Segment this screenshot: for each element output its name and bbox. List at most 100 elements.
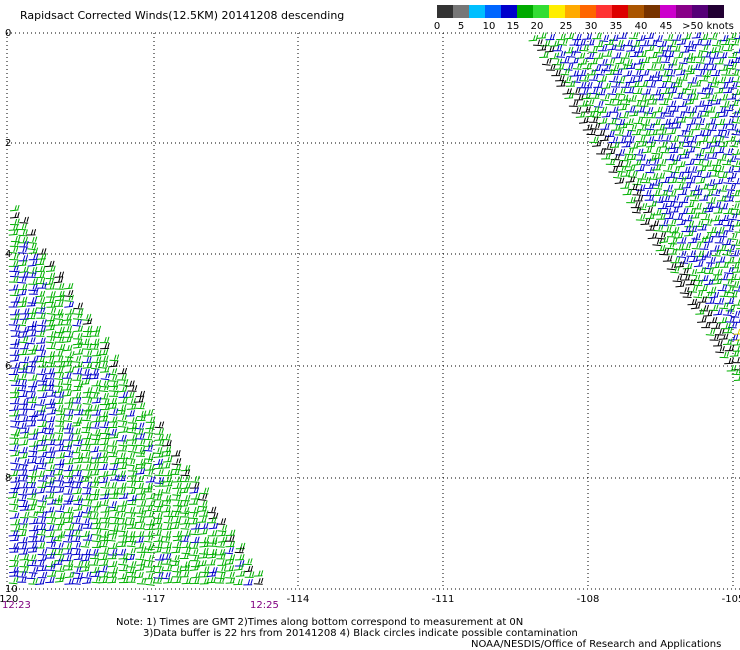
- wind-barb: [26, 229, 37, 236]
- wind-barb: [622, 70, 633, 77]
- wind-barb: [695, 69, 706, 77]
- wind-barb: [180, 522, 191, 530]
- wind-barb: [676, 38, 687, 46]
- wind-barb: [71, 548, 81, 556]
- wind-barb: [108, 384, 119, 392]
- wind-barb: [46, 560, 56, 568]
- wind-barb: [37, 571, 48, 579]
- wind-barb: [639, 69, 650, 77]
- wind-barb: [9, 397, 20, 405]
- wind-barb: [588, 57, 599, 65]
- wind-barb: [588, 46, 599, 54]
- wind-barb: [53, 380, 64, 387]
- wind-barb: [631, 159, 642, 166]
- wind-barb: [28, 546, 38, 553]
- wind-barb: [528, 34, 539, 42]
- wind-barb: [733, 328, 740, 335]
- wind-barb: [10, 457, 20, 465]
- wind-barb: [615, 118, 626, 126]
- wind-barb: [26, 366, 36, 374]
- wind-barb: [635, 213, 646, 221]
- wind-barb: [162, 542, 172, 549]
- wind-barb: [36, 337, 46, 344]
- wind-barb: [143, 546, 153, 554]
- wind-barb: [81, 313, 92, 321]
- wind-barb: [154, 500, 164, 508]
- wind-barb: [690, 302, 701, 310]
- wind-barb: [677, 188, 688, 196]
- wind-barb: [9, 498, 19, 506]
- wind-barb: [702, 250, 712, 258]
- wind-barb: [730, 310, 740, 318]
- wind-barb: [64, 571, 75, 579]
- wind-barb: [63, 488, 73, 495]
- wind-barb: [9, 512, 20, 519]
- wind-barb: [26, 554, 37, 562]
- wind-barb: [667, 87, 678, 94]
- wind-barb: [601, 153, 611, 160]
- wind-barb: [691, 153, 702, 161]
- wind-barb: [180, 510, 190, 518]
- wind-barb: [171, 493, 182, 501]
- wind-barb: [126, 576, 137, 583]
- wind-barb: [703, 236, 714, 244]
- wind-barb: [695, 56, 706, 64]
- wind-barb: [726, 365, 737, 372]
- wind-barb: [701, 142, 712, 150]
- colorbar-segment: [564, 5, 581, 18]
- wind-barb: [143, 560, 153, 568]
- wind-barb: [556, 50, 566, 58]
- wind-barb: [189, 554, 200, 562]
- colorbar-segment: [484, 5, 501, 18]
- wind-barb: [737, 219, 740, 221]
- wind-barb: [714, 328, 725, 336]
- wind-barb: [637, 123, 648, 131]
- wind-barb: [27, 271, 37, 278]
- wind-barb: [134, 396, 144, 403]
- wind-barb: [253, 570, 264, 577]
- wind-barb: [64, 523, 75, 531]
- wind-barb: [709, 334, 720, 341]
- wind-barb: [36, 350, 47, 357]
- wind-barb: [735, 199, 740, 203]
- colorbar-segment: [532, 5, 549, 18]
- wind-barb: [677, 87, 688, 95]
- wind-barb: [660, 146, 670, 154]
- wind-barb: [64, 427, 74, 434]
- wind-barb: [683, 40, 694, 48]
- wind-barb: [9, 546, 20, 553]
- wind-barb: [673, 92, 684, 99]
- wind-barb: [172, 499, 183, 507]
- wind-barb: [700, 213, 711, 221]
- wind-barb: [215, 540, 226, 548]
- wind-barb: [90, 488, 100, 496]
- wind-barb: [656, 213, 666, 220]
- wind-barb: [54, 391, 65, 398]
- wind-barb: [18, 403, 28, 410]
- wind-barb: [152, 576, 163, 584]
- wind-barb: [666, 142, 676, 150]
- wind-barb: [669, 146, 679, 154]
- wind-barb: [628, 183, 638, 191]
- wind-barb: [648, 129, 658, 136]
- wind-barb: [45, 314, 56, 322]
- wind-barb: [26, 481, 36, 489]
- wind-barb: [562, 88, 572, 95]
- wind-barb: [597, 117, 608, 125]
- wind-barb: [650, 178, 661, 186]
- wind-barb: [37, 420, 48, 428]
- wind-barb: [666, 189, 677, 197]
- wind-barb: [28, 253, 39, 261]
- wind-barb: [684, 220, 695, 228]
- wind-barb: [679, 136, 689, 143]
- wind-barb: [99, 530, 110, 538]
- wind-barb: [116, 524, 127, 533]
- wind-barb: [225, 577, 236, 584]
- colorbar-segment: [707, 5, 724, 18]
- wind-barb: [90, 428, 101, 436]
- wind-barb: [703, 87, 714, 95]
- wind-barb: [206, 576, 217, 584]
- wind-barb: [62, 498, 73, 505]
- wind-barb: [28, 433, 39, 440]
